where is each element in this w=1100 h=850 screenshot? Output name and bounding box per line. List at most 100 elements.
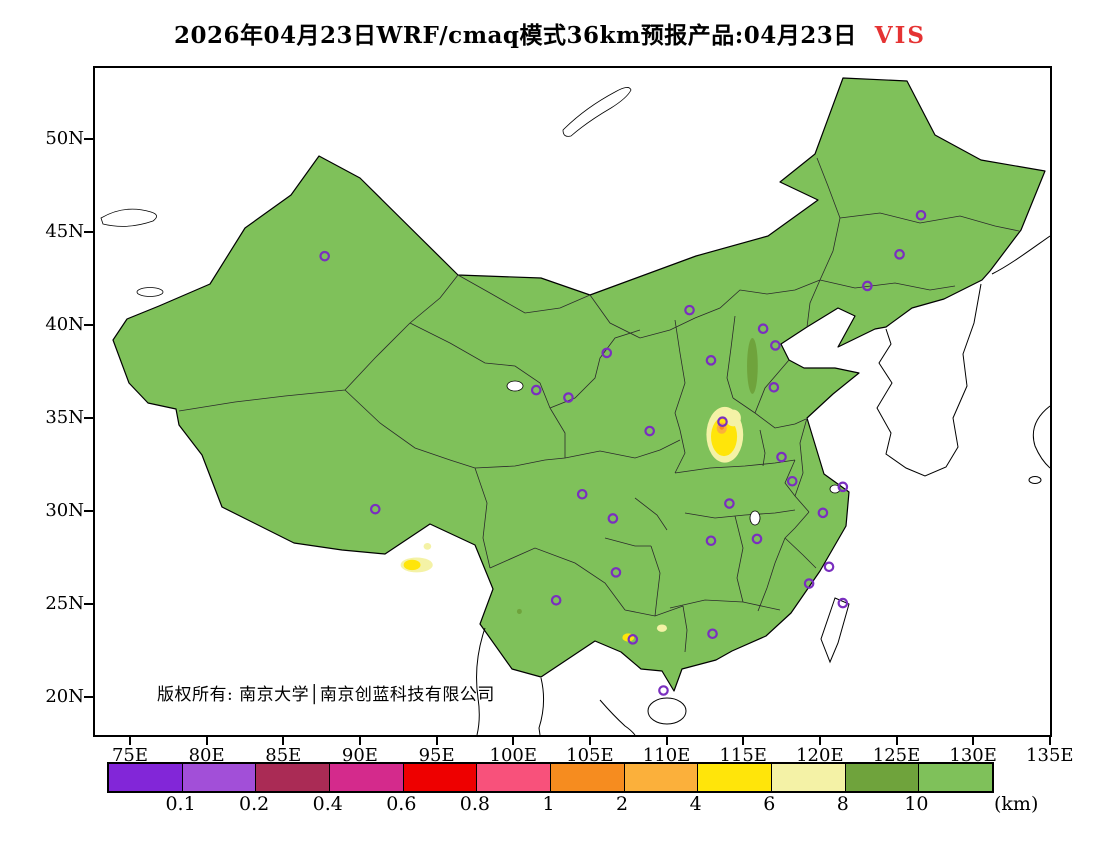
x-axis-tick [205, 737, 208, 745]
city-marker [770, 340, 781, 351]
y-axis-label: 25N [45, 593, 84, 614]
map-plot-area: 版权所有: 南京大学│南京创蓝科技有限公司 [93, 66, 1052, 737]
city-marker [610, 567, 622, 578]
city-marker [862, 280, 873, 292]
city-marker [757, 323, 769, 335]
city-marker [601, 347, 613, 359]
poyang-lake [749, 510, 761, 526]
city-marker [751, 533, 763, 545]
colorbar-boundary-label: 2 [616, 793, 629, 815]
colorbar-boundary-label: 4 [689, 793, 702, 815]
y-axis-label: 35N [45, 407, 84, 428]
y-axis-tick [84, 231, 93, 233]
low-visibility-patch [747, 338, 758, 394]
low-visibility-patch-layer [400, 338, 758, 642]
colorbar-boundary-label: 1 [542, 793, 555, 815]
city-marker [724, 498, 735, 509]
city-marker [576, 488, 588, 500]
colorbar-segment [476, 764, 551, 791]
low-visibility-patch [656, 624, 668, 632]
lake-balkhash [100, 208, 157, 227]
city-marker [776, 451, 787, 463]
colorbar-boundary-label: 6 [763, 793, 776, 815]
x-axis-tick [129, 737, 131, 745]
page-title: 2026年04月23日WRF/cmaq模式36km预报产品:04月23日 VIS [0, 16, 1100, 50]
city-marker [803, 578, 815, 589]
title-text: 2026年04月23日WRF/cmaq模式36km预报产品:04月23日 [173, 22, 857, 49]
colorbar-boundary-label: 10 [904, 793, 929, 815]
city-marker [894, 249, 905, 260]
qinghai-lake [506, 380, 524, 392]
china-map [100, 77, 1050, 735]
x-axis-label: 125E [872, 745, 921, 766]
x-axis-label: 80E [188, 745, 225, 766]
x-axis-label: 115E [719, 745, 767, 766]
city-marker [658, 685, 669, 696]
x-axis-tick [282, 737, 285, 745]
x-axis-label: 95E [418, 745, 455, 766]
copyright-text: 版权所有: 南京大学│南京创蓝科技有限公司 [157, 685, 495, 705]
colorbar-labels: 0.1 0.2 0.4 0.6 0.8 1 2 4 6 8 10 [107, 793, 990, 817]
colorbar-boundary-label: 0.8 [459, 793, 491, 815]
x-axis-tick [588, 737, 591, 745]
colorbar-segment [181, 764, 256, 791]
city-marker [607, 513, 619, 524]
colorbar-segment [109, 764, 182, 791]
indochina-coastline [476, 627, 636, 735]
city-marker [705, 535, 717, 547]
y-axis-label: 40N [45, 314, 84, 335]
x-axis-label: 130E [949, 745, 997, 766]
y-axis-tick [84, 696, 93, 698]
colorbar-boundary-label: 0.4 [312, 793, 343, 815]
x-axis-tick [512, 737, 515, 745]
low-visibility-patch [725, 409, 741, 427]
city-marker [705, 355, 717, 366]
colorbar-boundary-label: 0.1 [165, 793, 196, 815]
y-axis-label: 45N [45, 221, 84, 242]
city-marker [369, 503, 381, 515]
x-axis-label: 135E [1026, 745, 1074, 766]
colorbar-segment [402, 764, 477, 791]
x-axis-label: 90E [341, 745, 378, 766]
y-axis-tick [84, 603, 93, 605]
city-marker [627, 634, 639, 645]
x-axis-label: 110E [642, 745, 691, 766]
city-marker [684, 304, 695, 316]
x-axis-label: 105E [566, 745, 614, 766]
y-axis-tick [84, 510, 93, 512]
x-axis-label: 120E [796, 745, 844, 766]
colorbar-boundary-label: 8 [836, 793, 849, 815]
province-boundaries [178, 157, 1020, 653]
korea-coastline [876, 283, 982, 477]
city-marker [768, 382, 780, 393]
city-marker [915, 209, 927, 221]
colorbar-segment [623, 764, 698, 791]
japan-coastline [1032, 405, 1050, 469]
hainan-island [647, 697, 687, 725]
colorbar-segment [697, 764, 772, 791]
colorbar-segment [771, 764, 845, 791]
low-visibility-patch [403, 559, 421, 571]
colorbar-segment [918, 764, 993, 791]
city-marker [817, 507, 829, 519]
city-marker-layer [319, 209, 927, 696]
low-visibility-patch [423, 542, 432, 550]
y-axis-tick [84, 324, 93, 326]
title-variable: VIS [874, 22, 927, 49]
lakes [506, 380, 841, 526]
china-landmass [112, 77, 1046, 692]
y-axis-tick [84, 138, 93, 140]
x-axis-label: 100E [489, 745, 538, 766]
x-axis-label: 75E [111, 745, 149, 766]
x-axis-tick [358, 737, 361, 745]
city-marker [837, 481, 849, 493]
city-marker [823, 561, 835, 573]
city-marker [644, 425, 655, 437]
city-marker [717, 416, 728, 428]
x-axis-tick [435, 737, 438, 745]
city-marker [837, 597, 849, 609]
lake-baikal [562, 87, 632, 137]
y-axis-label: 50N [45, 128, 84, 149]
colorbar-unit: (km) [994, 793, 1039, 815]
